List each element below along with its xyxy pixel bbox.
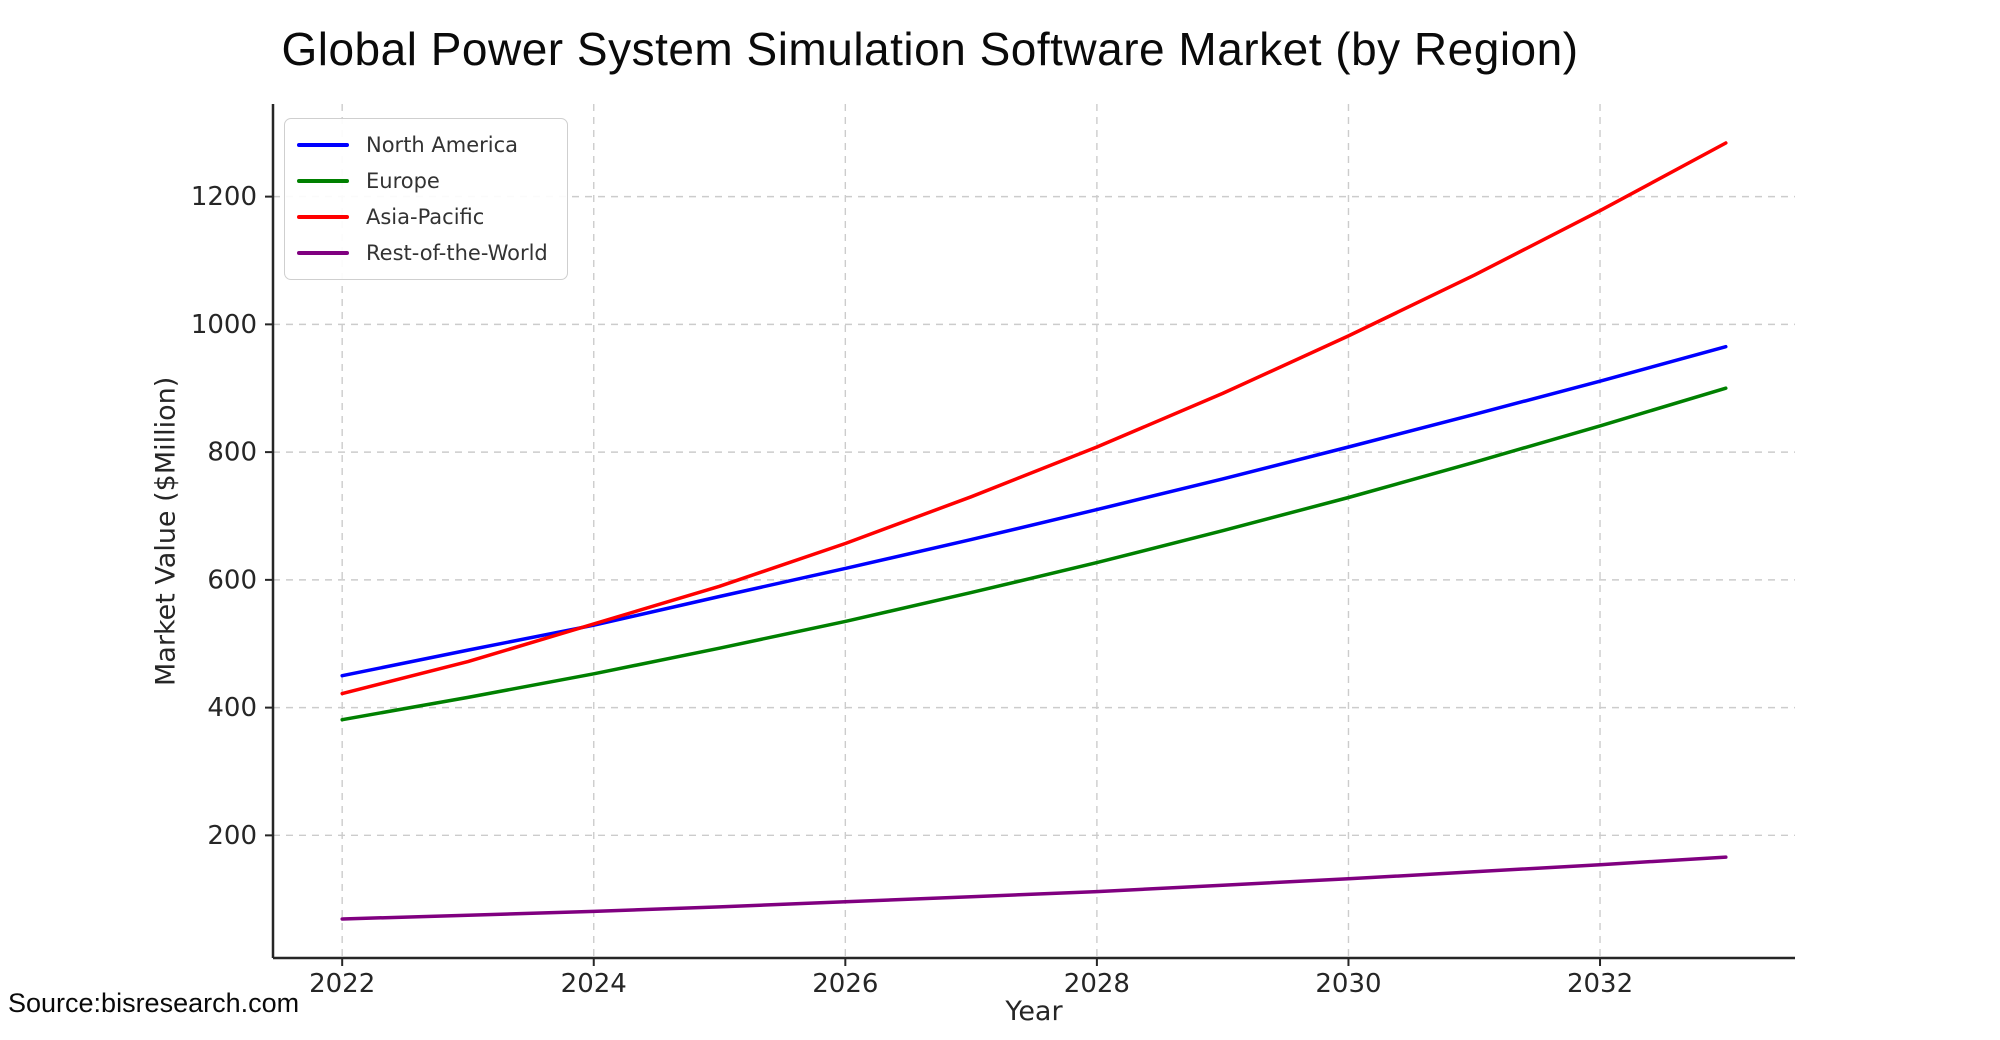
- legend-item: North America: [297, 127, 551, 163]
- y-tick-label: 1000: [191, 310, 257, 340]
- legend-swatch-rest-of-the-world: [297, 251, 349, 255]
- legend-item: Rest-of-the-World: [297, 235, 551, 271]
- legend-label: Asia-Pacific: [366, 205, 485, 229]
- legend-label: North America: [366, 133, 519, 157]
- chart-title: Global Power System Simulation Software …: [281, 23, 1579, 75]
- legend-item: Europe: [297, 163, 551, 199]
- series-line-asia-pacific: [340, 141, 1728, 696]
- source-note: Source:bisresearch.com: [8, 988, 300, 1018]
- legend-swatch-europe: [297, 179, 349, 183]
- x-tick-label: 2030: [1315, 969, 1381, 999]
- x-tick-label: 2032: [1567, 969, 1633, 999]
- x-axis-label: Year: [1005, 996, 1063, 1027]
- y-tick-label: 400: [207, 693, 257, 723]
- series-line-europe: [340, 386, 1728, 722]
- y-tick-label: 800: [207, 438, 257, 468]
- y-tick-label: 600: [207, 565, 257, 595]
- x-tick-label: 2026: [812, 969, 878, 999]
- legend-item: Asia-Pacific: [297, 199, 551, 235]
- legend-label: Rest-of-the-World: [366, 241, 548, 265]
- legend: North America Europe Asia-Pacific Rest-o…: [284, 118, 568, 280]
- legend-swatch-north-america: [297, 143, 349, 147]
- series-line-north-america: [340, 344, 1728, 678]
- y-tick-label: 1200: [191, 182, 257, 212]
- y-axis-label: Market Value ($Million): [150, 376, 182, 686]
- y-tick-label: 200: [207, 821, 257, 851]
- x-tick-label: 2022: [309, 969, 375, 999]
- legend-label: Europe: [366, 169, 440, 193]
- series-line-rest-of-the-world: [340, 855, 1728, 921]
- x-tick-label: 2024: [561, 969, 627, 999]
- x-tick-label: 2028: [1064, 969, 1130, 999]
- legend-swatch-asia-pacific: [297, 215, 349, 219]
